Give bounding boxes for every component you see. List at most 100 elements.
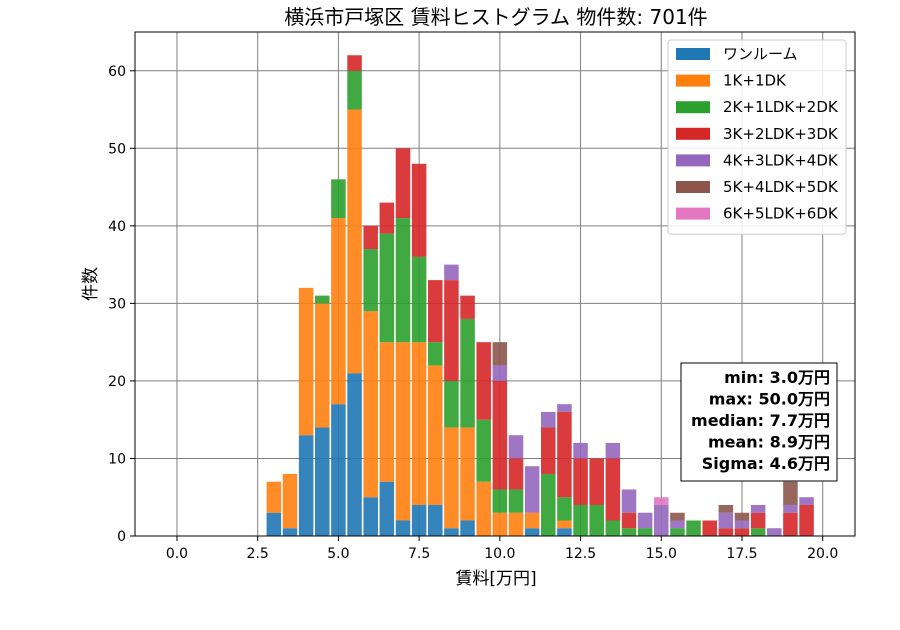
bar-segment (428, 342, 443, 366)
legend-swatch (676, 74, 710, 87)
stats-line: mean: 8.9万円 (708, 433, 830, 452)
bar-segment (395, 342, 411, 521)
x-tick-label: 15.0 (646, 546, 677, 562)
legend-swatch (676, 154, 710, 167)
bar-segment (331, 218, 346, 405)
bar-segment (428, 280, 443, 343)
bar-segment (734, 512, 750, 521)
stats-box: min: 3.0万円 max: 50.0万円 median: 7.7万円 mean: … (680, 362, 838, 482)
bar-segment (508, 512, 524, 536)
stats-line: median: 7.7万円 (691, 411, 830, 430)
x-tick-label: 17.5 (726, 546, 757, 562)
bar-segment (363, 497, 378, 536)
bar-segment (654, 497, 669, 505)
bar-segment (428, 365, 443, 505)
legend-swatch (676, 101, 710, 114)
bar-segment (750, 504, 766, 513)
bar-segment (476, 419, 491, 482)
legend: ワンルーム 1K+1DK 2K+1LDK+2DK 3K+2LDK+3DK 4K+3LDK… (667, 39, 847, 235)
bar-segment (266, 481, 282, 513)
x-tick-label: 7.5 (408, 546, 430, 562)
legend-box (667, 39, 847, 235)
bar-segment (411, 163, 427, 257)
bar-segment (347, 55, 362, 71)
x-tick-label: 0.0 (166, 546, 188, 562)
bar-segment (605, 458, 621, 521)
bar-segment (557, 411, 572, 498)
x-tick-label: 2.5 (247, 546, 269, 562)
bar-segment (363, 225, 378, 250)
bar-segment (444, 380, 459, 428)
legend-label: 4K+3LDK+4DK (723, 151, 839, 169)
bar-segment (379, 233, 395, 343)
bar-segment (621, 528, 637, 536)
bar-segment (767, 528, 782, 536)
bar-segment (541, 411, 556, 428)
bar-segment (605, 442, 621, 459)
bar-segment (428, 504, 443, 536)
x-tick-label: 10.0 (484, 546, 515, 562)
bar-segment (508, 458, 524, 490)
bar-segment (460, 427, 475, 521)
y-tick-label: 30 (108, 296, 126, 312)
bar-segment (315, 303, 330, 428)
bar-segment (621, 512, 637, 529)
bar-segment (589, 458, 604, 505)
bar-segment (621, 489, 637, 513)
bar-segment (734, 528, 750, 536)
bar-segment (557, 404, 572, 412)
bar-segment (331, 404, 346, 536)
bar-segment (718, 512, 734, 529)
bar-segment (734, 520, 750, 529)
bar-segment (492, 512, 508, 536)
bar-segment (508, 489, 524, 513)
x-tick-label: 5.0 (327, 546, 349, 562)
bar-segment (799, 497, 814, 505)
y-tick-label: 0 (117, 529, 126, 545)
bar-segment (573, 504, 588, 536)
legend-label: 2K+1LDK+2DK (723, 98, 839, 116)
bar-segment (605, 520, 621, 536)
bar-segment (444, 528, 459, 536)
bar-segment (492, 365, 508, 381)
bar-segment (637, 512, 653, 529)
legend-swatch (676, 127, 710, 140)
bar-segment (783, 504, 798, 513)
bar-segment (347, 373, 362, 536)
bar-segment (476, 481, 491, 536)
chart-title: 横浜市戸塚区 賃料ヒストグラム 物件数: 701件 (284, 5, 707, 29)
stats-line: Sigma: 4.6万円 (702, 454, 830, 473)
bar-segment (444, 427, 459, 529)
bar-segment (460, 295, 475, 319)
bar-segment (670, 528, 685, 536)
bar-segment (686, 520, 701, 536)
stats-line: min: 3.0万円 (724, 368, 830, 387)
bar-segment (492, 380, 508, 490)
bar-segment (282, 528, 298, 536)
bar-segment (363, 249, 378, 312)
y-tick-label: 40 (108, 219, 126, 235)
bar-segment (783, 512, 798, 536)
bar-segment (573, 458, 588, 505)
bar-segment (718, 528, 734, 536)
legend-swatch (676, 207, 710, 220)
bar-segment (492, 342, 508, 366)
bar-segment (282, 473, 298, 529)
y-tick-label: 20 (108, 374, 126, 390)
bar-segment (347, 109, 362, 374)
bar-segment (557, 497, 572, 521)
bar-segment (331, 179, 346, 219)
y-tick-label: 10 (108, 451, 126, 467)
bar-segment (541, 427, 556, 474)
bar-segment (298, 435, 314, 536)
legend-label: 3K+2LDK+3DK (723, 125, 839, 143)
bar-segment (799, 504, 814, 536)
bar-segment (379, 342, 395, 482)
bar-segment (315, 295, 330, 304)
y-tick-label: 50 (108, 141, 126, 157)
x-tick-label: 20.0 (807, 546, 838, 562)
bar-segment (395, 520, 411, 536)
bar-segment (573, 442, 588, 459)
bar-segment (718, 504, 734, 513)
